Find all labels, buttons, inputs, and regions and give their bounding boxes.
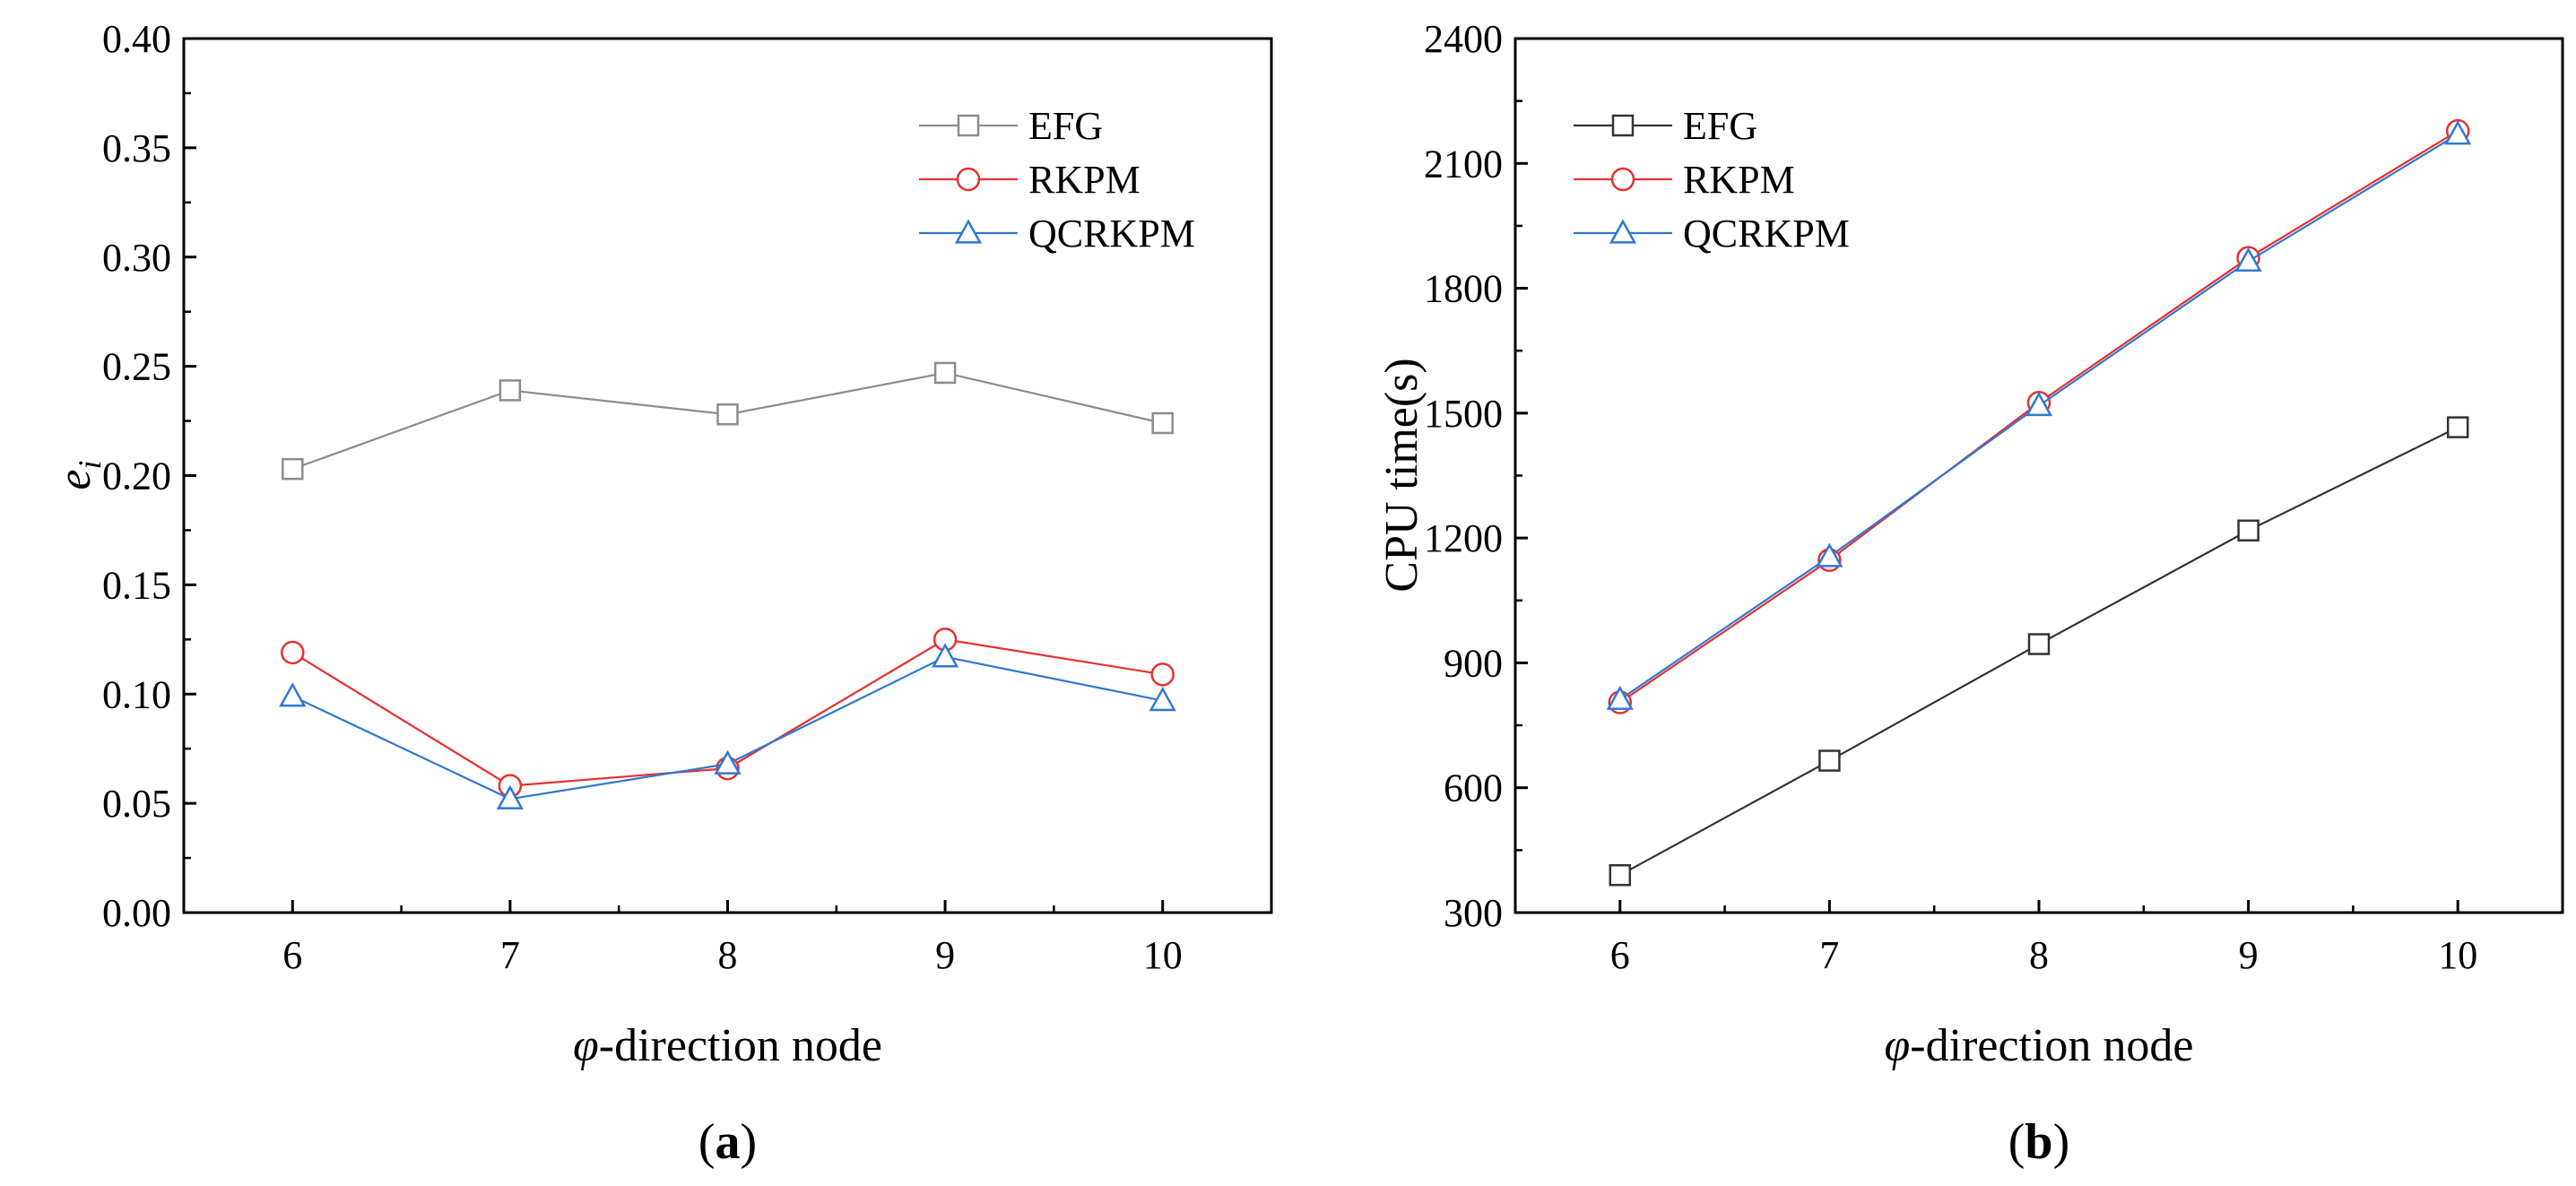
x-tick-label: 8: [718, 933, 738, 977]
y-tick-label: 0.05: [102, 782, 171, 826]
data-point-efg: [1818, 749, 1841, 772]
legend: EFG RKPM QCRKPM: [1574, 104, 1850, 255]
y-tick-label: 300: [1444, 891, 1503, 935]
y-tick-label: 600: [1444, 766, 1503, 810]
series-efg: [282, 361, 1174, 480]
y-tick-label: 2100: [1424, 142, 1503, 186]
data-point-rkpm: [281, 640, 305, 665]
y-tick-label: 0.00: [102, 891, 171, 935]
y-axis-label: CPU time(s): [1376, 358, 1427, 592]
x-tick-label: 8: [2029, 933, 2049, 977]
data-point-qcrkpm: [714, 749, 742, 775]
x-tick-label: 7: [500, 933, 520, 977]
x-tick-label: 6: [1610, 933, 1630, 977]
data-point-efg: [2446, 416, 2469, 438]
x-axis-symbol: φ: [1885, 1020, 1911, 1071]
y-tick-label: 0.25: [102, 345, 171, 389]
x-axis-label-text: -direction node: [599, 1020, 882, 1071]
data-point-qcrkpm: [279, 682, 307, 707]
y-axis-label: ei: [49, 460, 108, 489]
legend: EFG RKPM QCRKPM: [919, 104, 1195, 255]
y-tick-label: 1500: [1424, 392, 1503, 436]
data-point-efg: [1151, 411, 1174, 435]
panel-label: (a)(a): [698, 1114, 757, 1170]
x-axis-label: φ-direction node: [1885, 1020, 2194, 1071]
y-tick-label: 1800: [1424, 267, 1503, 311]
data-point-efg: [499, 379, 522, 402]
legend-entry: QCRKPM: [1683, 212, 1850, 255]
x-tick-label: 10: [2438, 933, 2477, 977]
panel-letter: b: [2025, 1114, 2052, 1170]
legend-marker: [1611, 114, 1635, 137]
chart-panel-b: 300 600 900 1200 1500 1800 2100 2400 6 7 8 9 10 EFG RK…: [1376, 17, 2564, 1170]
data-point-qcrkpm: [1606, 685, 1634, 710]
x-tick-label: 6: [282, 933, 302, 977]
y-axis-symbol: e: [49, 469, 100, 489]
data-point-qcrkpm: [1149, 686, 1176, 712]
y-tick-label: 2400: [1424, 17, 1503, 61]
panel-label: (b)(b): [2008, 1114, 2069, 1170]
series-rkpm: [1608, 118, 2470, 714]
data-point-rkpm: [1150, 662, 1175, 687]
data-point-efg: [2027, 633, 2051, 655]
legend-entry: EFG: [1683, 104, 1757, 148]
data-point-qcrkpm: [1816, 542, 1843, 567]
x-tick-label: 7: [1819, 933, 1839, 977]
chart-panel-a: 0.00 0.05 0.10 0.15 0.20 0.25 0.30 0.35 0.40 6 7 8 9…: [49, 17, 1273, 1170]
legend-marker: [1609, 219, 1637, 244]
x-axis-label-text: -direction node: [1910, 1020, 2193, 1071]
series-qcrkpm: [279, 643, 1176, 809]
data-point-qcrkpm: [2234, 247, 2262, 273]
y-tick-label: 0.15: [102, 563, 171, 607]
legend-entry: QCRKPM: [1028, 212, 1195, 255]
y-tick-label: 0.20: [102, 454, 171, 498]
x-axis-symbol: φ: [573, 1020, 599, 1071]
data-point-qcrkpm: [2025, 391, 2053, 417]
x-tick-label: 9: [935, 933, 955, 977]
y-tick-label: 0.35: [102, 126, 171, 170]
data-point-qcrkpm: [496, 784, 525, 809]
data-point-efg: [1609, 863, 1632, 887]
data-point-efg: [933, 361, 957, 385]
panel-letter: a: [716, 1114, 741, 1170]
x-axis-label: φ-direction node: [573, 1020, 882, 1071]
legend-marker: [957, 114, 980, 137]
legend-entry: RKPM: [1683, 158, 1795, 202]
legend-marker: [954, 219, 983, 244]
x-tick-label: 10: [1143, 933, 1183, 977]
y-tick-label: 0.40: [102, 17, 171, 61]
legend-entry: RKPM: [1028, 158, 1141, 202]
y-tick-label: 1200: [1424, 516, 1503, 560]
y-tick-label: 0.10: [102, 672, 171, 716]
y-tick-label: 0.30: [102, 236, 171, 280]
x-tick-label: 9: [2239, 933, 2259, 977]
plot-frame: [1514, 37, 2564, 914]
series-efg: [1609, 416, 2469, 887]
data-point-qcrkpm: [931, 643, 959, 668]
y-tick-label: 900: [1444, 641, 1503, 685]
legend-marker: [1610, 167, 1635, 192]
series-qcrkpm: [1606, 120, 2472, 710]
data-point-efg: [716, 403, 739, 426]
data-point-efg: [282, 457, 304, 480]
data-point-qcrkpm: [2444, 120, 2472, 145]
legend-marker: [956, 167, 981, 192]
y-axis-subscript: i: [72, 460, 108, 469]
legend-entry: EFG: [1028, 104, 1103, 148]
data-point-efg: [2237, 519, 2259, 542]
